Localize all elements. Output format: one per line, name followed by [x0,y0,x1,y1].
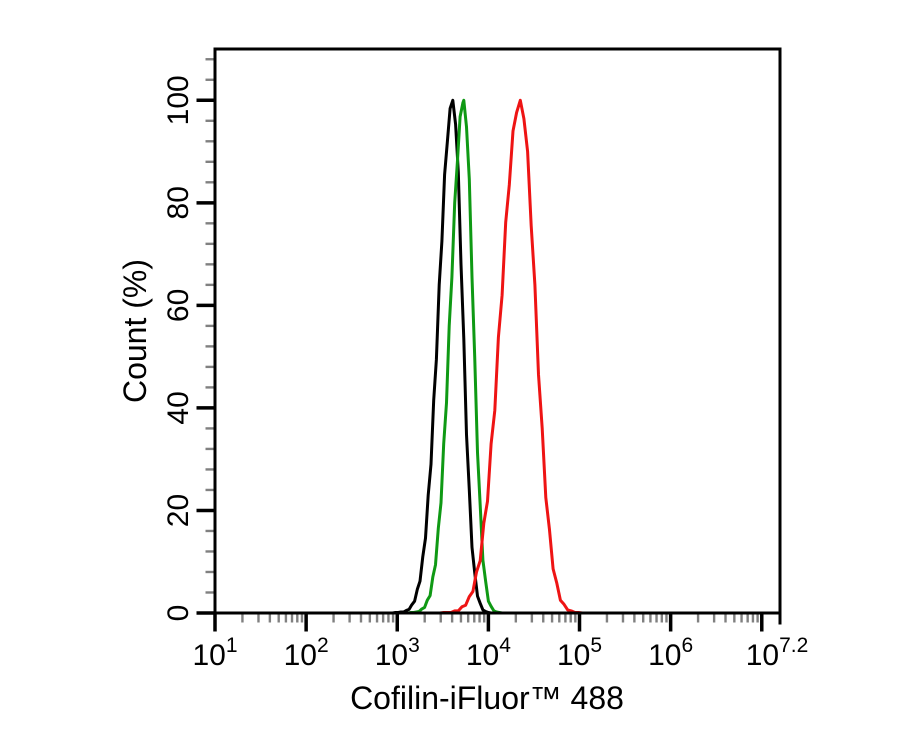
series-red-curve [438,98,584,615]
y-tick-label: 100 [162,75,195,125]
axes-layer [196,47,782,632]
x-tick-label: 101 [192,634,237,672]
x-tick-label: 107.2 [746,634,809,672]
y-tick-label: 60 [162,289,195,322]
series-black-curve [388,98,496,615]
y-axis-title: Count (%) [117,259,153,403]
y-tick-label: 20 [162,494,195,527]
x-tick-label: 105 [557,634,602,672]
y-tick-label: 40 [162,391,195,424]
x-tick-label: 103 [375,634,420,672]
y-tick-label: 80 [162,186,195,219]
x-tick-label: 106 [648,634,693,672]
y-tick-label: 0 [162,605,195,622]
series-green-curve [401,98,504,615]
x-tick-label: 104 [466,634,511,672]
x-axis-title: Cofilin-iFluor™ 488 [350,680,624,716]
x-tick-label: 102 [284,634,329,672]
tick-labels-layer: 0 20 40 60 80 100 101 102 103 104 105 106 107.2 [162,75,808,672]
plot-border [213,47,782,615]
curves-layer [388,98,584,615]
